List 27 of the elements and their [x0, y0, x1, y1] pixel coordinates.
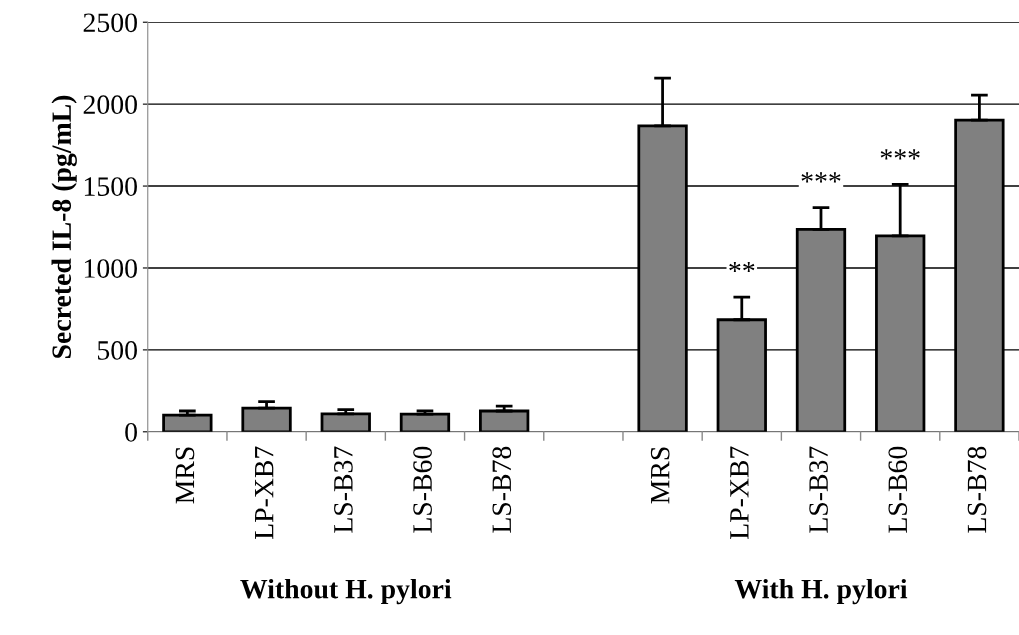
y-tick-label: 500 [97, 341, 137, 360]
data-label: *** [880, 149, 920, 160]
x-tick-label: LP-XB7 [730, 446, 749, 540]
x-tick-label: LS-B78 [967, 446, 987, 533]
x-tick-label: LS-B37 [809, 446, 828, 533]
x-tick-label: MRS [175, 447, 195, 504]
y-tick-label: 2000 [83, 95, 137, 115]
y-tick-label: 0 [125, 422, 137, 442]
x-tick-label: LS-B37 [334, 446, 353, 533]
x-tick-label: LS-B78 [492, 446, 512, 533]
data-label: *** [801, 172, 841, 183]
bar [241, 406, 292, 432]
y-tick-label: 1000 [84, 259, 137, 278]
bar [320, 412, 371, 432]
text: Without H. pylori [240, 578, 452, 605]
x-tick-label: LP-XB7 [255, 446, 274, 540]
bar [479, 409, 530, 432]
text: With H. pylori [734, 578, 908, 605]
y-tick-label: 1500 [84, 177, 137, 196]
bar [162, 413, 213, 432]
x-tick-label: LS-B60 [888, 446, 908, 533]
y-tick-label: 2500 [83, 13, 137, 33]
x-tick-label: MRS [650, 447, 670, 504]
bar [399, 412, 451, 432]
x-tick-label: LS-B60 [413, 446, 432, 533]
data-label: ** [729, 261, 755, 273]
y-axis-title: Secreted IL-8 (pg/mL) [51, 95, 77, 358]
